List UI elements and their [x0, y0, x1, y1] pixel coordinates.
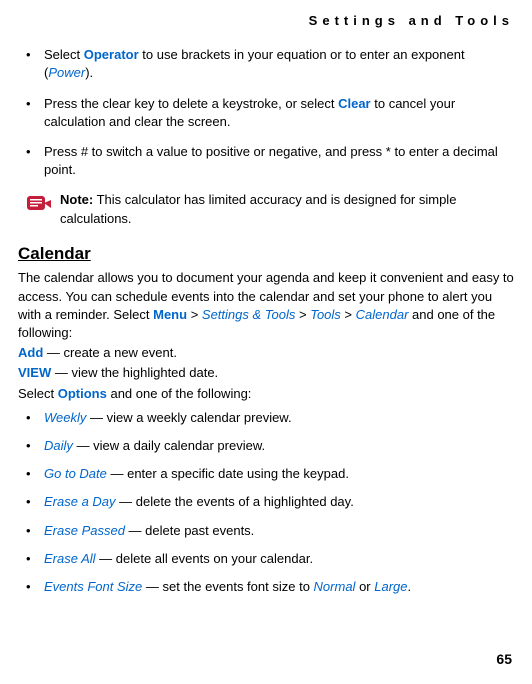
bullet-dot: • — [26, 550, 44, 568]
bullet-operator: • Select Operator to use brackets in you… — [18, 46, 514, 82]
bullet-text: Press # to switch a value to positive or… — [44, 143, 514, 179]
bullet-clear: • Press the clear key to delete a keystr… — [18, 95, 514, 131]
text: Select — [44, 47, 84, 62]
text: Press the clear key to delete a keystrok… — [44, 96, 338, 111]
note-icon — [26, 193, 52, 220]
clear-label: Clear — [338, 96, 371, 111]
bullet-dot: • — [26, 46, 44, 82]
option-goto-date: • Go to Date — enter a specific date usi… — [18, 465, 514, 483]
select-options-line: Select Options and one of the following: — [18, 385, 514, 403]
normal-label: Normal — [314, 579, 356, 594]
calendar-intro: The calendar allows you to document your… — [18, 269, 514, 342]
bullet-dot: • — [26, 465, 44, 483]
bullet-text: Erase Passed — delete past events. — [44, 522, 514, 540]
option-daily: • Daily — view a daily calendar preview. — [18, 437, 514, 455]
text: or — [355, 579, 374, 594]
erase-passed-label: Erase Passed — [44, 523, 125, 538]
text: — delete all events on your calendar. — [96, 551, 314, 566]
text: — enter a specific date using the keypad… — [110, 466, 348, 481]
note-label: Note: — [60, 192, 93, 207]
large-label: Large — [374, 579, 407, 594]
options-label: Options — [58, 386, 107, 401]
text: — view a weekly calendar preview. — [86, 410, 291, 425]
tools-label: Tools — [310, 307, 341, 322]
bullet-text: Weekly — view a weekly calendar preview. — [44, 409, 514, 427]
add-label: Add — [18, 345, 43, 360]
option-erase-passed: • Erase Passed — delete past events. — [18, 522, 514, 540]
daily-label: Daily — [44, 438, 73, 453]
bullet-dot: • — [26, 578, 44, 596]
text: — view a daily calendar preview. — [73, 438, 265, 453]
weekly-label: Weekly — [44, 410, 86, 425]
bullet-dot: • — [26, 493, 44, 511]
text: and one of the following: — [107, 386, 252, 401]
page-header: Settings and Tools — [18, 12, 514, 30]
note-block: Note: This calculator has limited accura… — [26, 191, 514, 227]
erase-all-label: Erase All — [44, 551, 96, 566]
power-label: Power — [48, 65, 85, 80]
options-list: • Weekly — view a weekly calendar previe… — [18, 409, 514, 596]
option-weekly: • Weekly — view a weekly calendar previe… — [18, 409, 514, 427]
text: > — [295, 307, 310, 322]
bullet-dot: • — [26, 409, 44, 427]
text: This calculator has limited accuracy and… — [60, 192, 456, 225]
bullet-hash: • Press # to switch a value to positive … — [18, 143, 514, 179]
bullet-text: Erase a Day — delete the events of a hig… — [44, 493, 514, 511]
bullet-dot: • — [26, 522, 44, 540]
text: — delete past events. — [125, 523, 254, 538]
bullet-text: Erase All — delete all events on your ca… — [44, 550, 514, 568]
text: > — [187, 307, 202, 322]
text: Select — [18, 386, 58, 401]
bullet-text: Go to Date — enter a specific date using… — [44, 465, 514, 483]
view-line: VIEW — view the highlighted date. — [18, 364, 514, 382]
text: ). — [85, 65, 93, 80]
goto-label: Go to Date — [44, 466, 110, 481]
bullet-dot: • — [26, 143, 44, 179]
option-font-size: • Events Font Size — set the events font… — [18, 578, 514, 596]
text: — set the events font size to — [142, 579, 313, 594]
bullet-dot: • — [26, 437, 44, 455]
option-erase-all: • Erase All — delete all events on your … — [18, 550, 514, 568]
text: — delete the events of a highlighted day… — [116, 494, 354, 509]
operator-label: Operator — [84, 47, 139, 62]
text: > — [341, 307, 356, 322]
calendar-heading: Calendar — [18, 242, 514, 266]
text: . — [408, 579, 412, 594]
bullet-text: Daily — view a daily calendar preview. — [44, 437, 514, 455]
font-size-label: Events Font Size — [44, 579, 142, 594]
bullet-text: Select Operator to use brackets in your … — [44, 46, 514, 82]
option-erase-day: • Erase a Day — delete the events of a h… — [18, 493, 514, 511]
menu-label: Menu — [153, 307, 187, 322]
note-text: Note: This calculator has limited accura… — [60, 191, 514, 227]
add-line: Add — create a new event. — [18, 344, 514, 362]
calendar-link: Calendar — [356, 307, 409, 322]
bullet-dot: • — [26, 95, 44, 131]
settings-tools-label: Settings & Tools — [202, 307, 295, 322]
erase-day-label: Erase a Day — [44, 494, 116, 509]
bullet-text: Events Font Size — set the events font s… — [44, 578, 514, 596]
text: — create a new event. — [43, 345, 177, 360]
page-number: 65 — [496, 650, 512, 670]
text: — view the highlighted date. — [51, 365, 218, 380]
bullet-text: Press the clear key to delete a keystrok… — [44, 95, 514, 131]
view-label: VIEW — [18, 365, 51, 380]
